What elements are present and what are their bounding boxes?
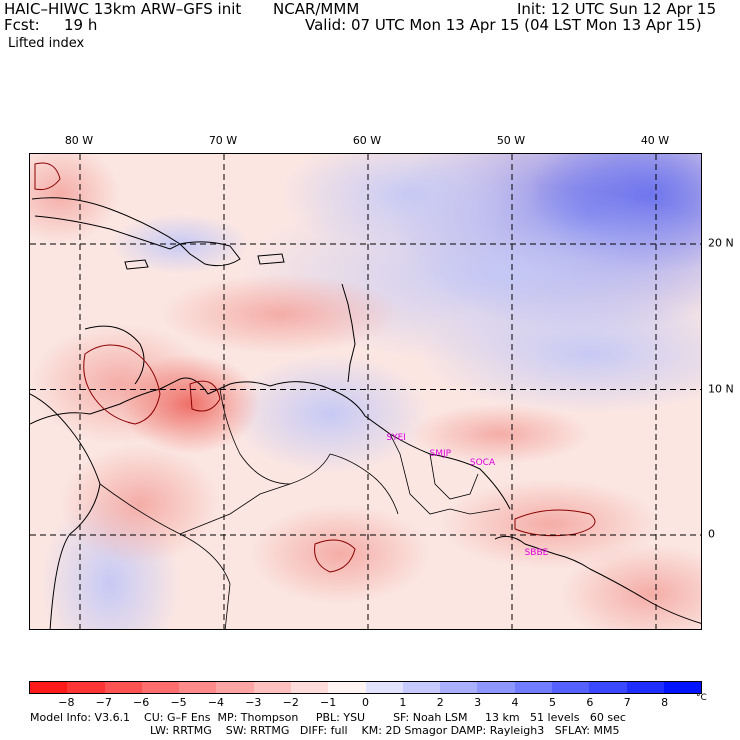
colorbar-segment-16 xyxy=(626,682,664,693)
forecast-hour: 19 h xyxy=(64,16,98,34)
site-label-1: SMJP xyxy=(429,449,452,460)
colorbar-label-8: 0 xyxy=(362,696,369,709)
colorbar-segment-17 xyxy=(663,682,702,693)
colorbar-segment-11 xyxy=(440,682,478,693)
colorbar-segment-5 xyxy=(216,682,254,693)
lon-label-4: 40 W xyxy=(640,134,670,147)
field-shading xyxy=(30,154,701,629)
init-time: Init: 12 UTC Sun 12 Apr 15 xyxy=(517,0,717,18)
lat-label-1: 10 N xyxy=(708,382,734,395)
colorbar-label-14: 6 xyxy=(586,696,594,709)
colorbar-segment-2 xyxy=(104,682,142,693)
colorbar-label-10: 2 xyxy=(436,696,444,709)
nicaragua-coast xyxy=(84,325,145,385)
map-canvas xyxy=(30,154,701,629)
lon-label-2: 60 W xyxy=(352,134,382,147)
amazon-delta xyxy=(494,535,701,624)
lon-label-0: 80 W xyxy=(64,134,94,147)
lon-label-3: 50 W xyxy=(496,134,526,147)
lon-label-1: 70 W xyxy=(208,134,238,147)
colorbar-segment-13 xyxy=(514,682,552,693)
colorbar-label-11: 3 xyxy=(474,696,482,709)
colorbar-label-13: 5 xyxy=(548,696,556,709)
lat-label-0: 20 N xyxy=(708,236,734,250)
contour-neg2-west xyxy=(83,344,161,425)
colorbar-segment-3 xyxy=(141,682,180,693)
lifted-index-map xyxy=(29,153,702,630)
center-label: NCAR/MMM xyxy=(273,0,360,18)
model-info-line1: Model Info: V3.6.1 CU: G–F Ens MP: Thomp… xyxy=(30,711,626,724)
contour-lines xyxy=(34,162,596,573)
valid-time: Valid: 07 UTC Mon 13 Apr 15 (04 LST Mon … xyxy=(305,16,702,34)
colorbar-segment-6 xyxy=(253,682,291,693)
model-info-line2: LW: RRTMG SW: RRTMG DIFF: full KM: 2D Sm… xyxy=(150,724,620,737)
contour-neg2-islands xyxy=(189,380,221,412)
lat-label-2: 0 xyxy=(708,527,715,541)
colorbar-segment-15 xyxy=(589,682,627,693)
site-label-2: SOCA xyxy=(469,458,496,469)
model-title: HAIC–HIWC 13km ARW–GFS init xyxy=(4,0,242,18)
panama-coast xyxy=(30,393,101,629)
country-borders xyxy=(99,388,501,629)
colorbar-segment-9 xyxy=(365,682,403,693)
hispaniola-coast xyxy=(178,241,241,267)
colorbar-segment-7 xyxy=(290,682,329,693)
colorbar-segment-8 xyxy=(328,682,366,693)
colorbar-label-3: −5 xyxy=(170,696,187,709)
colorbar-label-0: −8 xyxy=(58,696,75,709)
colorbar-label-12: 4 xyxy=(511,696,519,709)
south-america-north-coast xyxy=(30,377,511,510)
colorbar-unit: °C xyxy=(696,693,707,703)
colorbar-label-5: −3 xyxy=(245,696,262,709)
site-label-0: SYEI xyxy=(386,433,406,444)
colorbar-segment-1 xyxy=(67,682,105,693)
site-label-3: SBBE xyxy=(524,548,549,559)
colorbar-label-7: −1 xyxy=(320,696,337,709)
colorbar-segment-14 xyxy=(551,682,590,693)
colorbar-segment-12 xyxy=(477,682,515,693)
colorbar-label-1: −7 xyxy=(95,696,112,709)
field-name: Lifted index xyxy=(8,36,85,51)
graticule xyxy=(30,154,701,629)
contour-neg2-north xyxy=(34,162,61,190)
colorbar xyxy=(29,681,702,694)
colorbar-label-15: 7 xyxy=(623,696,631,709)
colorbar-segment-10 xyxy=(402,682,441,693)
colorbar-segment-4 xyxy=(179,682,217,693)
contour-neg2-brazil xyxy=(514,509,596,537)
colorbar-label-6: −2 xyxy=(282,696,299,709)
coastlines xyxy=(30,197,701,629)
colorbar-label-4: −4 xyxy=(207,696,225,709)
colorbar-segment-0 xyxy=(30,682,68,693)
colorbar-label-16: 8 xyxy=(661,696,669,709)
puerto-rico-coast xyxy=(257,253,285,265)
colorbar-label-9: 1 xyxy=(399,696,407,709)
colorbar-label-2: −6 xyxy=(133,696,150,709)
forecast-label: Fcst: xyxy=(4,16,40,34)
jamaica-coast xyxy=(124,259,149,270)
contour-neg2-south xyxy=(314,539,356,573)
lesser-antilles xyxy=(341,283,356,383)
